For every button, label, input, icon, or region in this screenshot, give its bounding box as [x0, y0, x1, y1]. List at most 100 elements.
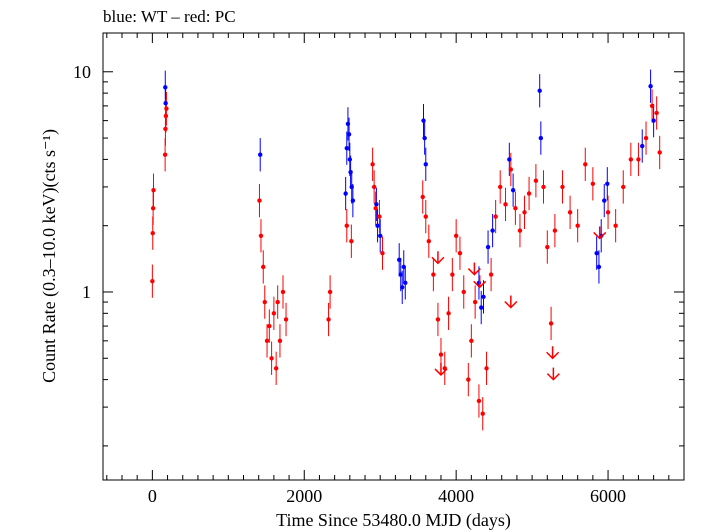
pc-data-point: [469, 338, 474, 344]
pc-data-point: [457, 251, 463, 256]
upper-limit-arrowhead: [434, 368, 448, 376]
pc-data-point: [503, 202, 508, 207]
x-axis-title: Time Since 53480.0 MJD (days): [276, 510, 511, 531]
pc-data-point: [261, 264, 266, 270]
pc-data-point: [613, 223, 618, 228]
upper-limit-arrowhead: [504, 300, 518, 309]
pc-data-point: [466, 377, 471, 382]
x-axis-ticks: 0 2000 4000 6000: [106, 33, 670, 506]
x-tick-label: 0: [148, 486, 157, 506]
pc-data-point: [461, 289, 466, 295]
pc-data-point: [493, 214, 498, 219]
wt-data-point: [651, 118, 656, 123]
pc-data-point: [163, 113, 169, 119]
x-tick-label: 6000: [590, 486, 626, 506]
upper-limit-arrowhead: [546, 351, 560, 360]
pc-data-point: [480, 411, 485, 416]
wt-data-point: [481, 294, 486, 300]
pc-data-point: [446, 311, 451, 316]
wt-data-point: [398, 272, 403, 277]
pc-data-point: [526, 191, 532, 196]
wt-data-point: [602, 198, 607, 203]
wt-data-point: [538, 135, 544, 141]
pc-data-point: [522, 210, 527, 215]
upper-limit-arrowhead: [473, 280, 487, 289]
pc-data-point: [583, 162, 588, 167]
wt-data-point: [422, 135, 427, 141]
pc-data-point: [164, 106, 169, 111]
pc-data-point: [450, 272, 455, 277]
wt-data-point: [648, 83, 653, 89]
x-tick-label: 2000: [286, 486, 322, 506]
pc-data-point: [258, 233, 264, 238]
wt-data-point: [640, 143, 645, 149]
y-tick-label: 1: [82, 282, 91, 302]
pc-data-point: [517, 228, 523, 233]
wt-data-point: [485, 244, 491, 250]
pc-data-point: [267, 323, 272, 329]
pc-data-point: [162, 152, 168, 157]
pc-data-point: [590, 181, 596, 186]
pc-data-point: [605, 210, 611, 215]
pc-data-point: [380, 251, 385, 256]
pc-data-point: [498, 184, 503, 190]
pc-data-point: [275, 299, 280, 305]
pc-data-point: [280, 289, 286, 295]
pc-data-point: [150, 206, 156, 211]
pc-data-point: [654, 110, 659, 116]
wt-data-point: [347, 157, 353, 162]
y-axis-title: Count Rate (0.3–10.0 keV)(cts s⁻¹): [39, 129, 60, 383]
upper-limit-arrowhead: [593, 231, 607, 240]
wt-data-point: [349, 184, 354, 190]
pc-data-point: [621, 184, 626, 190]
pc-data-point: [273, 366, 279, 371]
pc-data-point: [349, 239, 354, 244]
wt-data-point: [594, 251, 599, 256]
wt-data-point: [163, 100, 168, 106]
wt-data-point: [401, 264, 406, 270]
pc-data-point: [435, 317, 441, 322]
chart-title: blue: WT – red: PC: [103, 7, 236, 26]
pc-data-point: [344, 223, 349, 228]
pc-data-point: [533, 178, 539, 183]
pc-data-point: [420, 194, 425, 200]
pc-data-point: [163, 126, 168, 132]
pc-data-point: [476, 398, 482, 404]
wt-data-point: [421, 118, 426, 123]
wt-data-point: [596, 264, 602, 270]
pc-data-point: [649, 103, 655, 109]
upper-limit-arrowhead: [546, 373, 560, 381]
pc-data-point: [426, 239, 432, 244]
pc-data-point: [488, 272, 494, 277]
wt-data-point: [490, 228, 495, 233]
pc-data-point: [262, 299, 267, 305]
data-points: [150, 83, 662, 416]
pc-data-point: [370, 162, 375, 167]
pc-data-point: [636, 157, 641, 162]
pc-data-point: [269, 356, 274, 361]
pc-data-point: [541, 184, 546, 190]
x-tick-label: 4000: [438, 486, 474, 506]
wt-data-point: [258, 152, 263, 157]
pc-data-point: [575, 223, 580, 228]
pc-data-point: [438, 352, 444, 357]
wt-data-point: [507, 157, 512, 162]
wt-data-point: [346, 132, 352, 137]
pc-data-point: [264, 338, 270, 344]
pc-data-point: [151, 187, 156, 193]
pc-data-point: [150, 278, 155, 284]
pc-data-point: [472, 299, 478, 305]
wt-data-point: [400, 285, 405, 290]
wt-data-point: [403, 280, 408, 286]
pc-data-point: [453, 233, 459, 238]
pc-data-point: [508, 167, 514, 172]
pc-data-point: [643, 135, 649, 141]
pc-data-point: [513, 206, 518, 211]
wt-data-point: [375, 223, 380, 228]
pc-data-point: [545, 244, 550, 250]
pc-data-point: [423, 214, 428, 219]
wt-data-point: [537, 88, 542, 93]
wt-data-point: [510, 187, 516, 193]
y-axis-ticks: 1 10: [73, 62, 684, 447]
upper-limit-arrowhead: [467, 268, 481, 276]
